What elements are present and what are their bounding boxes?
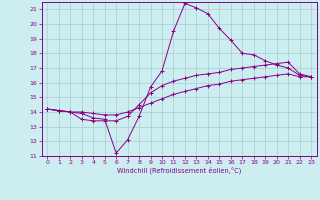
X-axis label: Windchill (Refroidissement éolien,°C): Windchill (Refroidissement éolien,°C) — [117, 167, 241, 174]
